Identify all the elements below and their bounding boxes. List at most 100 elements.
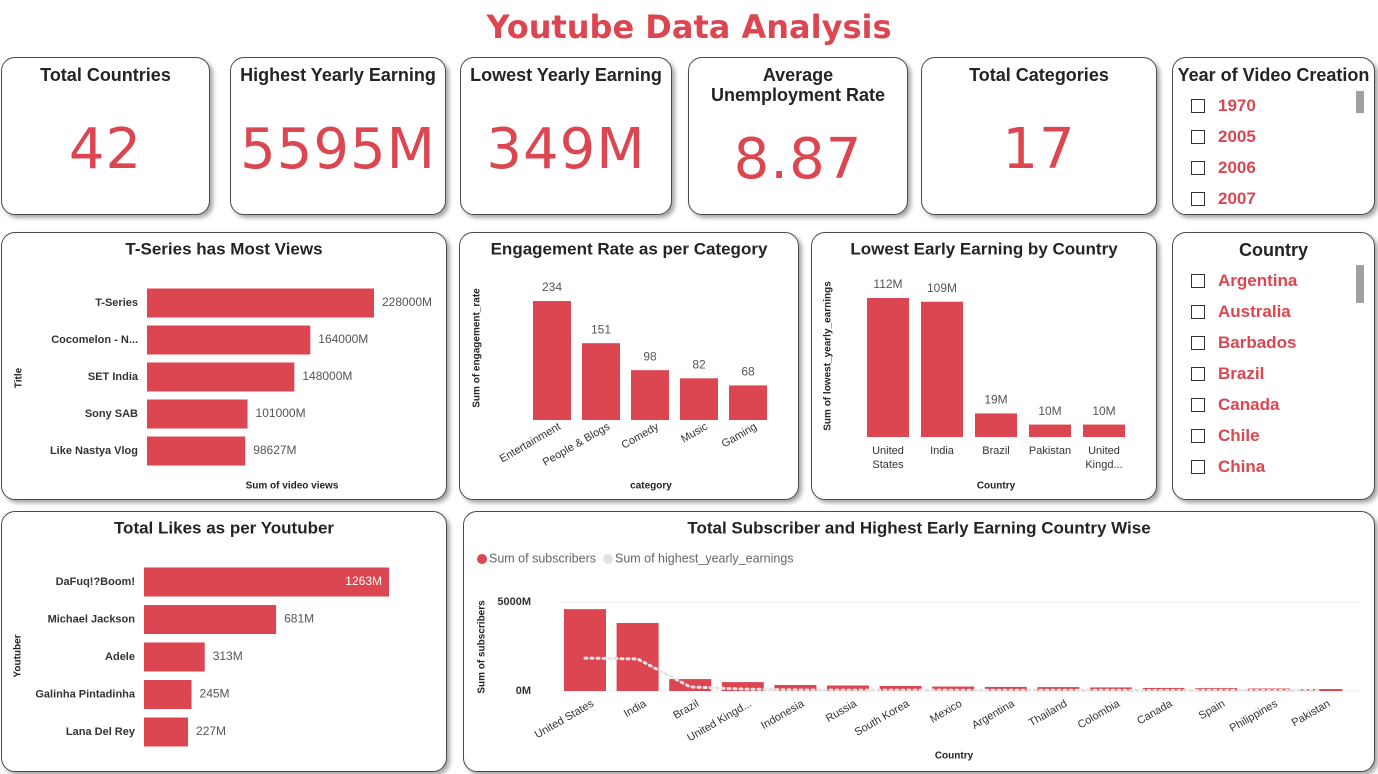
slicer-item[interactable]: 2006	[1191, 158, 1256, 178]
slicer-label: Chile	[1218, 426, 1260, 445]
bar	[827, 685, 869, 691]
y-tick-label: Sony SAB	[85, 408, 138, 420]
card-value: 17	[1002, 117, 1076, 182]
legend-swatch	[477, 554, 487, 564]
x-tick-label: United States	[872, 445, 904, 471]
bar	[1300, 689, 1343, 691]
bar	[921, 301, 963, 437]
bar	[533, 301, 571, 420]
bar	[669, 679, 712, 691]
slicer-item[interactable]: Barbados	[1191, 333, 1296, 353]
x-tick-label: Comedy	[619, 420, 661, 451]
checkbox	[1191, 161, 1205, 175]
legend-label: Sum of subscribers	[489, 551, 596, 565]
x-axis-label: category	[630, 481, 672, 492]
bar	[147, 362, 295, 392]
y-tick-label: 0M	[516, 685, 531, 697]
card-value: 8.87	[733, 127, 863, 192]
data-label: 112M	[873, 277, 902, 291]
slicer-item[interactable]: 2007	[1191, 189, 1256, 209]
slicer-item[interactable]: 2005	[1191, 127, 1256, 147]
bar	[721, 682, 764, 691]
x-tick-label: Canada	[1135, 697, 1175, 727]
slicer-item[interactable]: Canada	[1191, 395, 1279, 415]
card-title: Highest Yearly Earning	[240, 65, 436, 85]
data-label: 10M	[1038, 404, 1061, 418]
data-label: 82	[692, 357, 706, 371]
x-tick-label: Colombia	[1076, 697, 1123, 731]
y-tick-label: DaFuq!?Boom!	[56, 576, 135, 588]
bar	[729, 385, 767, 420]
card-title: Average Unemployment Rate	[710, 65, 886, 105]
chart-panel: Total Likes as per Youtuber Youtuber DaFuq…	[1, 511, 447, 772]
checkbox	[1191, 336, 1205, 350]
slicer: Country Argentina Australia Barbados Brazil C…	[1172, 232, 1375, 500]
bar	[1083, 424, 1125, 437]
card-title: Total Categories	[969, 65, 1109, 85]
y-tick-label: T-Series	[95, 297, 138, 309]
bar	[147, 288, 374, 318]
chart: T-Series has Most Views Title Sum of video…	[14, 239, 432, 491]
y-tick-label: Cocomelon - N...	[51, 334, 138, 346]
slicer-item[interactable]: Brazil	[1191, 364, 1264, 384]
bar	[147, 436, 246, 466]
card-title: Total Countries	[40, 65, 171, 85]
chart: Lowest Early Earning by Country Sum of lo…	[823, 239, 1125, 492]
slicer-item[interactable]: 1970	[1191, 96, 1256, 116]
slicer-title: Year of Video Creation	[1177, 65, 1370, 85]
bar	[774, 684, 817, 691]
x-tick-label: Mexico	[928, 698, 964, 726]
checkbox	[1191, 192, 1205, 206]
y-axis-label: Sum of subscribers	[477, 600, 488, 694]
data-label: 234	[542, 280, 562, 294]
slicer-item[interactable]: China	[1191, 457, 1265, 477]
x-tick-label: Indonesia	[759, 697, 807, 732]
bar	[144, 642, 205, 672]
data-label: 19M	[984, 393, 1007, 407]
card-value: 42	[68, 117, 143, 182]
bar	[975, 413, 1017, 437]
bar	[879, 686, 922, 691]
slicer-label: Australia	[1218, 302, 1291, 321]
data-label: 1263M	[345, 574, 382, 588]
kpi-card: Lowest Yearly Earning 349M	[460, 57, 672, 215]
y-tick-label: Adele	[105, 651, 135, 663]
x-tick-label: Gaming	[720, 421, 759, 451]
bar	[680, 378, 718, 420]
bar	[631, 370, 669, 420]
checkbox	[1191, 130, 1205, 144]
slicer-label: 2006	[1218, 158, 1256, 177]
data-label: 98627M	[253, 443, 296, 457]
kpi-card: Total Countries 42	[1, 57, 210, 215]
card-value: 5595M	[240, 117, 436, 182]
scrollbar	[1356, 265, 1364, 303]
y-tick-label: Michael Jackson	[48, 613, 136, 625]
data-label: 10M	[1092, 404, 1115, 418]
bar	[1029, 424, 1071, 437]
chart: Total Likes as per Youtuber Youtuber DaFuq…	[13, 518, 389, 747]
data-label: 164000M	[318, 332, 368, 346]
slicer-label: 1970	[1218, 96, 1256, 115]
x-tick-label: Pakistan	[1029, 445, 1071, 457]
x-tick-label: South Korea	[853, 697, 913, 738]
y-tick-label: 5000M	[497, 596, 531, 608]
checkbox	[1191, 367, 1205, 381]
chart-panel: T-Series has Most Views Title Sum of video…	[1, 232, 447, 500]
data-label: 313M	[213, 649, 243, 663]
data-label: 68	[741, 365, 755, 379]
bar	[147, 325, 311, 355]
chart-title: Total Subscriber and Highest Early Earni…	[687, 518, 1150, 537]
card-title: Lowest Yearly Earning	[470, 65, 662, 85]
slicer-item[interactable]: Chile	[1191, 426, 1260, 446]
x-axis-label: Country	[977, 481, 1016, 492]
data-label: 228000M	[382, 295, 432, 309]
data-label: 101000M	[256, 406, 306, 420]
x-tick-label: United States	[533, 697, 597, 741]
scrollbar	[1356, 91, 1364, 113]
bar	[144, 605, 277, 634]
slicer-item[interactable]: Argentina	[1191, 271, 1297, 291]
slicer-label: Canada	[1218, 395, 1280, 414]
slicer-item[interactable]: Australia	[1191, 302, 1291, 322]
data-label: 227M	[196, 724, 226, 738]
